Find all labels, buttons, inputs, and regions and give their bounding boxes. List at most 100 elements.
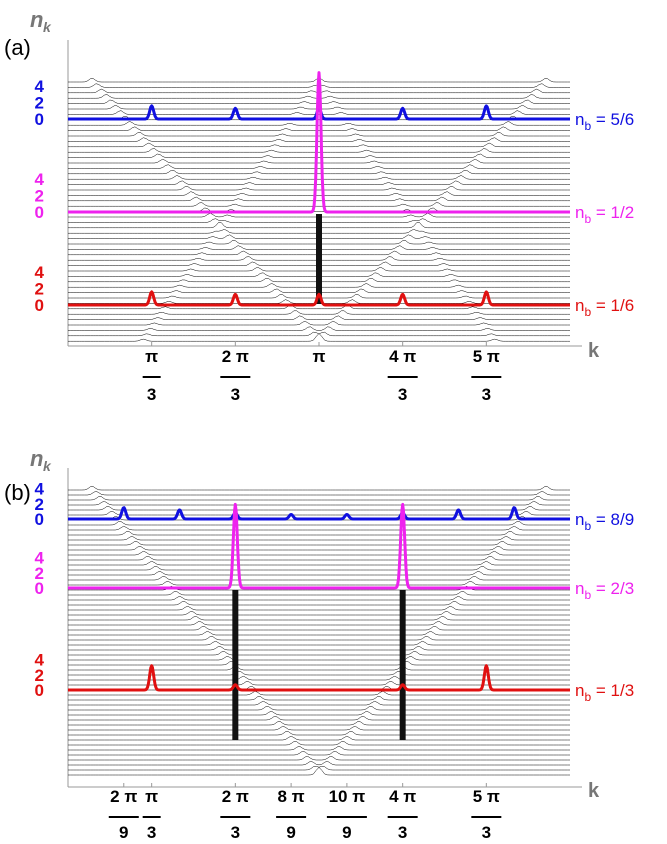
background-trace [68,605,570,611]
series-label: nb = 1/2 [575,203,634,226]
background-trace [68,690,570,696]
background-trace [68,315,570,320]
offset-tick-label: 2 [35,666,44,685]
background-trace [68,710,570,716]
offset-tick-label: 2 [35,187,44,206]
background-trace [68,576,570,581]
background-trace [68,756,570,761]
series-label: nb = 1/3 [575,681,634,704]
series-label: nb = 1/6 [575,296,634,319]
x-tick-denominator: 3 [147,823,156,842]
panel-b-y-axis-title-main: n [30,446,43,471]
background-trace [68,116,570,121]
series-1: 42 0 nb = 1/2 [35,71,634,226]
series-0: 420 nb = 5/6 [35,77,635,133]
x-tick: 2 π 9 [108,783,139,842]
background-trace [68,716,570,721]
x-tick-denominator: 3 [231,385,240,404]
background-trace [68,525,570,531]
x-tick: 5 π 3 [471,783,502,842]
background-trace [68,651,570,656]
background-trace [68,636,570,641]
series-line [67,71,571,214]
x-tick: 5 π 3 [471,342,502,404]
series-2: 420 nb = 1/3 [35,651,635,704]
x-tick: π3 [142,783,161,842]
offset-tick-label: 4 [35,480,45,499]
background-trace [68,496,570,501]
panel-a-x-axis-title: k [588,340,600,362]
x-tick-denominator: 3 [482,385,491,404]
x-tick-denominator: 9 [286,823,295,842]
offset-tick-label: 0 [35,579,44,598]
x-tick-denominator: 3 [398,823,407,842]
background-trace [68,126,570,131]
x-tick: 10 π 9 [326,783,367,842]
background-trace [68,646,570,651]
background-trace [68,500,570,506]
background-trace [68,535,570,541]
background-trace [68,570,570,576]
background-trace [68,158,570,164]
background-trace [68,700,570,706]
x-tick-denominator: 3 [147,385,156,404]
background-trace [68,655,570,661]
background-trace [68,725,570,731]
x-tick-denominator: 3 [398,385,407,404]
background-trace [68,137,570,142]
x-tick: 2 π 3 [220,342,251,404]
background-trace [68,186,570,191]
background-trace [68,675,570,681]
background-trace [68,760,570,766]
series-label: nb = 5/6 [575,110,634,133]
panel-b-y-axis-title: n k [30,446,52,474]
x-tick: 2 π 3 [220,783,251,842]
background-trace [68,310,570,315]
background-traces [68,77,570,342]
panel-a-y-axis-title-sub: k [43,19,52,35]
condensate-column [399,590,406,740]
background-trace [68,546,570,551]
offset-tick-label: 0 [35,110,44,129]
background-trace [68,202,570,207]
background-trace [68,153,570,158]
offset-tick-label: 4 [35,549,45,568]
background-trace [68,681,570,686]
background-trace [68,640,570,646]
background-trace [68,191,570,196]
background-trace [68,626,570,631]
background-trace [68,142,570,148]
offset-tick-label: 0 [35,681,44,700]
background-trace [68,320,570,326]
x-tick-numerator: 5 π [473,787,500,806]
background-trace [68,506,570,511]
condensate-column [316,214,322,304]
background-trace [68,170,570,175]
background-trace [68,601,570,606]
offset-tick-label: 4 [35,651,45,670]
x-tick-numerator: π [145,787,158,806]
background-trace [68,661,570,666]
background-trace [68,196,570,202]
offset-tick-label: 2 [35,495,44,514]
x-tick: 4 π 3 [387,783,418,842]
background-trace [68,706,570,711]
offset-tick-label: 0 [35,296,44,315]
background-trace [68,696,570,701]
panel-a-y-axis-title-main: n [30,7,43,32]
background-trace [68,595,570,601]
x-tick-denominator: 3 [482,823,491,842]
background-trace [68,566,570,571]
x-tick-denominator: 3 [231,823,240,842]
offset-tick-label: 2 [35,280,44,299]
series-label: nb = 8/9 [575,510,634,533]
background-trace [68,671,570,676]
series-line [67,664,571,692]
x-tick-numerator: 2 π [222,787,249,806]
background-trace [68,132,570,137]
offset-tick-label: 4 [35,170,45,189]
series-1: 420 nb = 2/3 [35,502,634,602]
